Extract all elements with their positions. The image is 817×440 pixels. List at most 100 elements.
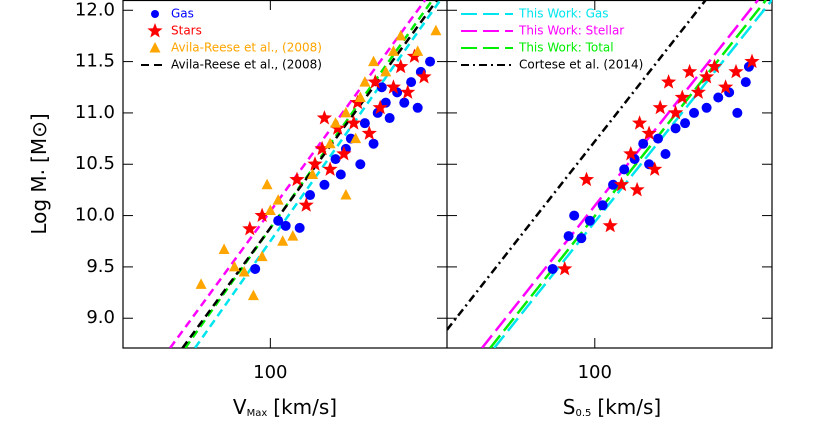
star-point xyxy=(652,99,668,115)
legend-label: This Work: Stellar xyxy=(518,24,624,38)
triangle-point xyxy=(340,106,352,118)
gas-point xyxy=(250,263,261,274)
star-point xyxy=(416,69,432,84)
y-label-star: . xyxy=(25,169,49,175)
y-tick-label: 9.0 xyxy=(86,307,115,328)
fit-line xyxy=(493,0,772,348)
gas-point xyxy=(740,77,751,88)
star-point xyxy=(682,63,698,79)
plot-area xyxy=(169,0,442,348)
fit-line xyxy=(193,0,442,348)
triangle-point xyxy=(350,132,362,144)
gas-point xyxy=(638,138,649,149)
gas-point xyxy=(597,200,608,211)
gas-point xyxy=(608,179,619,190)
triangle-point xyxy=(430,24,442,36)
y-tick-label: 11.5 xyxy=(75,51,115,72)
y-label-unit: [M⊙] xyxy=(27,113,51,163)
triangle-point xyxy=(307,168,319,180)
legend-label: Stars xyxy=(171,24,202,38)
star-point xyxy=(602,217,618,233)
star-point xyxy=(706,58,723,74)
gas-point xyxy=(319,179,330,190)
star-point xyxy=(254,207,270,222)
gas-point xyxy=(576,233,587,244)
triangle-point xyxy=(412,45,424,56)
gas-point xyxy=(563,231,574,242)
triangle-point xyxy=(287,230,299,241)
triangle-point xyxy=(324,137,336,149)
y-tick-label: 12.0 xyxy=(75,0,115,20)
x-axis-label: VMax [km/s] xyxy=(233,395,337,420)
gas-point xyxy=(425,56,436,67)
star-point xyxy=(385,79,401,94)
x-label-sub: Max xyxy=(247,408,268,419)
y-tick-label: 9.5 xyxy=(86,256,115,277)
gas-point xyxy=(412,102,423,113)
star-point xyxy=(699,69,715,84)
legend-marker xyxy=(151,10,159,18)
x-axis-label: S0.5 [km/s] xyxy=(563,395,661,420)
fit-line xyxy=(481,0,759,348)
star-point xyxy=(623,146,639,161)
star-point xyxy=(289,171,305,187)
gas-point xyxy=(376,82,387,93)
gas-point xyxy=(584,215,595,226)
star-point xyxy=(400,84,416,99)
star-point xyxy=(336,146,352,161)
fit-line xyxy=(447,0,707,331)
star-point xyxy=(557,261,573,276)
triangle-point xyxy=(195,278,207,289)
gas-point xyxy=(732,107,743,118)
y-label-main: Log M xyxy=(27,175,51,234)
star-point xyxy=(361,125,377,140)
gas-point xyxy=(569,210,580,221)
gas-point xyxy=(368,138,379,149)
gas-point xyxy=(547,263,558,274)
triangle-point xyxy=(228,260,240,272)
legend-label: This Work: Total xyxy=(518,41,614,55)
plot-area xyxy=(447,0,772,348)
y-axis-label: Log M. [M⊙] xyxy=(25,113,51,234)
gas-point xyxy=(406,77,417,88)
x-label-unit: [km/s] xyxy=(597,395,661,419)
star-point xyxy=(346,115,362,130)
legend-label: Gas xyxy=(171,7,194,21)
gas-point xyxy=(670,123,681,134)
gas-point xyxy=(273,215,284,226)
triangle-point xyxy=(368,55,380,67)
gas-point xyxy=(653,133,664,144)
triangle-point xyxy=(395,29,407,41)
star-point xyxy=(647,161,663,176)
star-point xyxy=(632,115,648,130)
star-point xyxy=(393,58,409,74)
star-point xyxy=(744,53,760,69)
x-label-main: S xyxy=(563,395,576,419)
triangle-point xyxy=(277,235,289,246)
star-point xyxy=(613,176,630,192)
triangle-point xyxy=(380,65,392,77)
gas-point xyxy=(399,97,410,108)
triangle-point xyxy=(387,45,399,56)
gas-point xyxy=(359,118,370,129)
gas-point xyxy=(701,102,712,113)
y-tick-label: 10.0 xyxy=(75,205,115,226)
gas-point xyxy=(280,220,291,231)
gas-point xyxy=(305,190,316,201)
triangle-point xyxy=(238,266,250,277)
triangle-point xyxy=(272,194,284,205)
triangle-point xyxy=(354,91,366,103)
star-point xyxy=(661,74,677,89)
gas-point xyxy=(619,164,630,175)
x-label-unit: [km/s] xyxy=(273,395,337,419)
triangle-point xyxy=(247,289,259,301)
gas-point xyxy=(680,118,691,129)
star-point xyxy=(629,181,645,197)
star-point xyxy=(674,89,690,104)
star-point xyxy=(367,74,383,89)
star-point xyxy=(728,63,744,79)
legend-label: Avila-Reese et al., (2008) xyxy=(171,41,322,55)
star-point xyxy=(690,84,706,99)
gas-point xyxy=(713,92,724,103)
